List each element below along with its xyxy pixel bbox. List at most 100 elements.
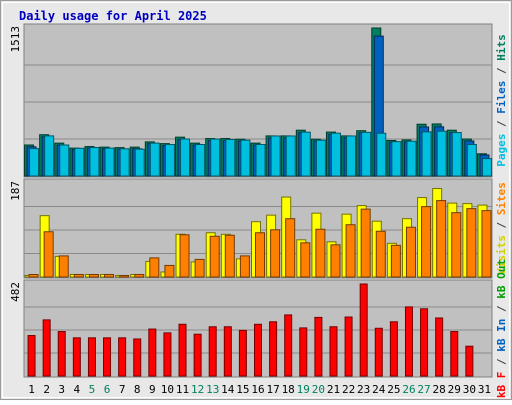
bar-sites-day-29 bbox=[451, 212, 462, 278]
legend-label-part: Hits bbox=[495, 34, 508, 61]
series-pages bbox=[29, 130, 492, 177]
bar-sites-day-19 bbox=[300, 242, 311, 278]
bar-kb-f-day-19 bbox=[299, 327, 308, 377]
bar-kb-f-day-25 bbox=[389, 321, 398, 377]
panel-kbytes: 4 8 2 kB F / kB In / kB Out bbox=[9, 259, 508, 398]
bar-sites-day-20 bbox=[315, 228, 326, 278]
bar-kb-f-day-6 bbox=[103, 337, 112, 377]
x-tick-label: 2 bbox=[43, 383, 50, 396]
x-tick-label: 22 bbox=[342, 383, 355, 396]
bar-sites-day-16 bbox=[255, 232, 265, 278]
legend-label-part: Visits bbox=[495, 235, 508, 275]
panel-kbytes-legend-label: kB F / kB In / kB Out bbox=[495, 259, 508, 398]
bar-sites-day-15 bbox=[239, 255, 250, 278]
bar-pages-day-29 bbox=[451, 132, 462, 177]
bar-kb-f-day-9 bbox=[148, 328, 157, 377]
x-tick-label: 18 bbox=[282, 383, 295, 396]
bar-sites-day-17 bbox=[270, 229, 281, 278]
bar-sites-day-23 bbox=[360, 208, 371, 278]
x-tick-label: 28 bbox=[433, 383, 446, 396]
x-tick-label: 25 bbox=[387, 383, 400, 396]
bar-kb-f-day-24 bbox=[374, 327, 383, 377]
panel-visits-legend-label: Visits / Sites bbox=[495, 182, 508, 275]
bar-pages-day-7 bbox=[119, 148, 130, 177]
bar-sites-day-9 bbox=[149, 257, 160, 278]
bar-sites-day-3 bbox=[58, 255, 69, 278]
bar-kb-f-day-10 bbox=[163, 332, 172, 377]
x-tick-label: 16 bbox=[251, 383, 264, 396]
bar-pages-day-31 bbox=[481, 158, 492, 177]
bar-sites-day-13 bbox=[209, 235, 220, 278]
legend-label-part: Sites bbox=[495, 182, 508, 215]
bar-kb-f-day-4 bbox=[72, 337, 81, 377]
bar-sites-day-25 bbox=[390, 244, 401, 278]
bar-sites-day-8 bbox=[134, 273, 145, 278]
bar-pages-day-22 bbox=[346, 135, 357, 177]
bar-pages-day-8 bbox=[134, 148, 145, 177]
bar-pages-day-24 bbox=[376, 132, 387, 177]
bar-kb-f-day-8 bbox=[133, 338, 142, 377]
x-tick-label: 20 bbox=[312, 383, 325, 396]
panel-visits: 187 Visits / Sites bbox=[9, 178, 508, 279]
bar-sites-day-7 bbox=[119, 274, 130, 278]
bar-kb-f-day-26 bbox=[404, 306, 413, 377]
bar-sites-day-1 bbox=[28, 273, 39, 278]
chart-frame-inner bbox=[2, 2, 510, 398]
x-tick-label: 4 bbox=[74, 383, 81, 396]
x-tick-label: 8 bbox=[134, 383, 141, 396]
x-tick-label: 13 bbox=[206, 383, 219, 396]
x-tick-label: 12 bbox=[191, 383, 204, 396]
bar-pages-day-17 bbox=[270, 135, 281, 177]
legend-label-part: kB F bbox=[495, 372, 508, 399]
x-tick-label: 30 bbox=[463, 383, 476, 396]
chart-title: Daily usage for April 2025 bbox=[19, 9, 207, 23]
legend-label-part: / bbox=[495, 61, 508, 81]
legend-label-part: / bbox=[495, 215, 508, 235]
bar-pages-day-2 bbox=[44, 135, 55, 177]
bar-pages-day-3 bbox=[59, 144, 70, 177]
panel-hits-max-label: 1513 bbox=[9, 26, 22, 53]
bar-pages-day-27 bbox=[421, 131, 432, 177]
x-tick-label: 9 bbox=[149, 383, 156, 396]
bar-pages-day-16 bbox=[255, 144, 266, 177]
x-tick-label: 11 bbox=[176, 383, 189, 396]
bar-pages-day-9 bbox=[149, 142, 160, 177]
legend-label-part: / bbox=[495, 299, 508, 319]
bar-kb-f-day-30 bbox=[465, 345, 474, 377]
legend-label-part: / bbox=[495, 352, 508, 372]
bar-kb-f-day-20 bbox=[314, 316, 323, 377]
x-tick-label: 19 bbox=[297, 383, 310, 396]
bar-sites-day-10 bbox=[164, 264, 175, 278]
x-tick-label: 23 bbox=[357, 383, 370, 396]
legend-label-part: / bbox=[495, 114, 508, 134]
x-tick-label: 3 bbox=[58, 383, 65, 396]
series-kb-f bbox=[27, 283, 474, 377]
x-tick-label: 1 bbox=[28, 383, 35, 396]
x-tick-label: 26 bbox=[402, 383, 415, 396]
bar-kb-f-day-11 bbox=[178, 323, 187, 377]
bar-sites-day-12 bbox=[194, 258, 205, 278]
bar-sites-day-31 bbox=[481, 210, 492, 278]
bar-sites-day-6 bbox=[104, 273, 115, 278]
legend-label-part: kB In bbox=[495, 319, 508, 352]
x-tick-label: 21 bbox=[327, 383, 340, 396]
bar-sites-day-2 bbox=[43, 231, 54, 278]
series-sites bbox=[28, 200, 492, 278]
bar-pages-day-13 bbox=[210, 138, 221, 177]
legend-label-part: kB Out bbox=[495, 259, 508, 299]
bar-sites-day-22 bbox=[345, 224, 356, 278]
bar-pages-day-5 bbox=[89, 147, 100, 177]
bar-pages-day-26 bbox=[406, 140, 417, 177]
bar-pages-day-19 bbox=[300, 131, 311, 177]
x-tick-label: 29 bbox=[448, 383, 461, 396]
bar-kb-f-day-29 bbox=[450, 331, 459, 377]
bar-pages-day-15 bbox=[240, 139, 251, 177]
bar-sites-day-5 bbox=[88, 273, 99, 278]
bar-sites-day-24 bbox=[375, 230, 386, 278]
bar-kb-f-day-27 bbox=[420, 308, 429, 377]
bar-kb-f-day-13 bbox=[208, 326, 217, 377]
bar-pages-day-1 bbox=[29, 148, 40, 177]
bar-sites-day-26 bbox=[405, 226, 416, 278]
